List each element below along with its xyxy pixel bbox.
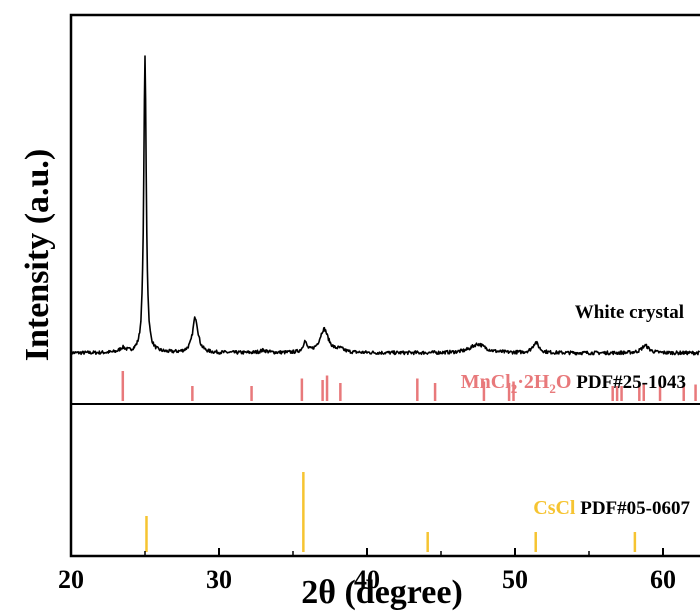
y-axis-label: Intensity (a.u.): [19, 149, 56, 362]
reference-label: CsCl PDF#05-0607: [533, 497, 690, 519]
reference-layer: MnCl2​·2H2​O PDF#25-1043 CsCl PDF#05-0607: [121, 371, 697, 552]
plot-frame: [69, 13, 700, 558]
x-tick-label: 20: [58, 565, 84, 594]
reference-pdf: PDF#05-0607: [575, 498, 690, 519]
reference-name-part: MnCl: [461, 371, 511, 393]
x-axis-label: 2θ (degree): [301, 574, 463, 611]
x-tick-label: 60: [650, 565, 676, 594]
x-tick-label: 40: [354, 565, 380, 594]
reference-name-part: 2: [511, 381, 518, 396]
reference-name-part: O: [556, 371, 572, 393]
reference-name-part: 2: [549, 381, 556, 396]
series-line-white-crystal: [70, 55, 700, 356]
reference-pdf: PDF#25-1043: [571, 372, 686, 393]
series-label-white-crystal: White crystal: [575, 302, 684, 323]
x-tick-label: 30: [206, 565, 232, 594]
x-tick-label: 50: [502, 565, 528, 594]
reference-name-part: CsCl: [533, 497, 576, 519]
series-layer: White crystal: [70, 55, 700, 356]
reference-label: MnCl2​·2H2​O PDF#25-1043: [461, 371, 686, 396]
reference-name-part: ·2H: [517, 371, 550, 393]
x-axis-ticks: 20 30 40 50 60: [58, 548, 676, 594]
axis-frame: [69, 13, 700, 558]
